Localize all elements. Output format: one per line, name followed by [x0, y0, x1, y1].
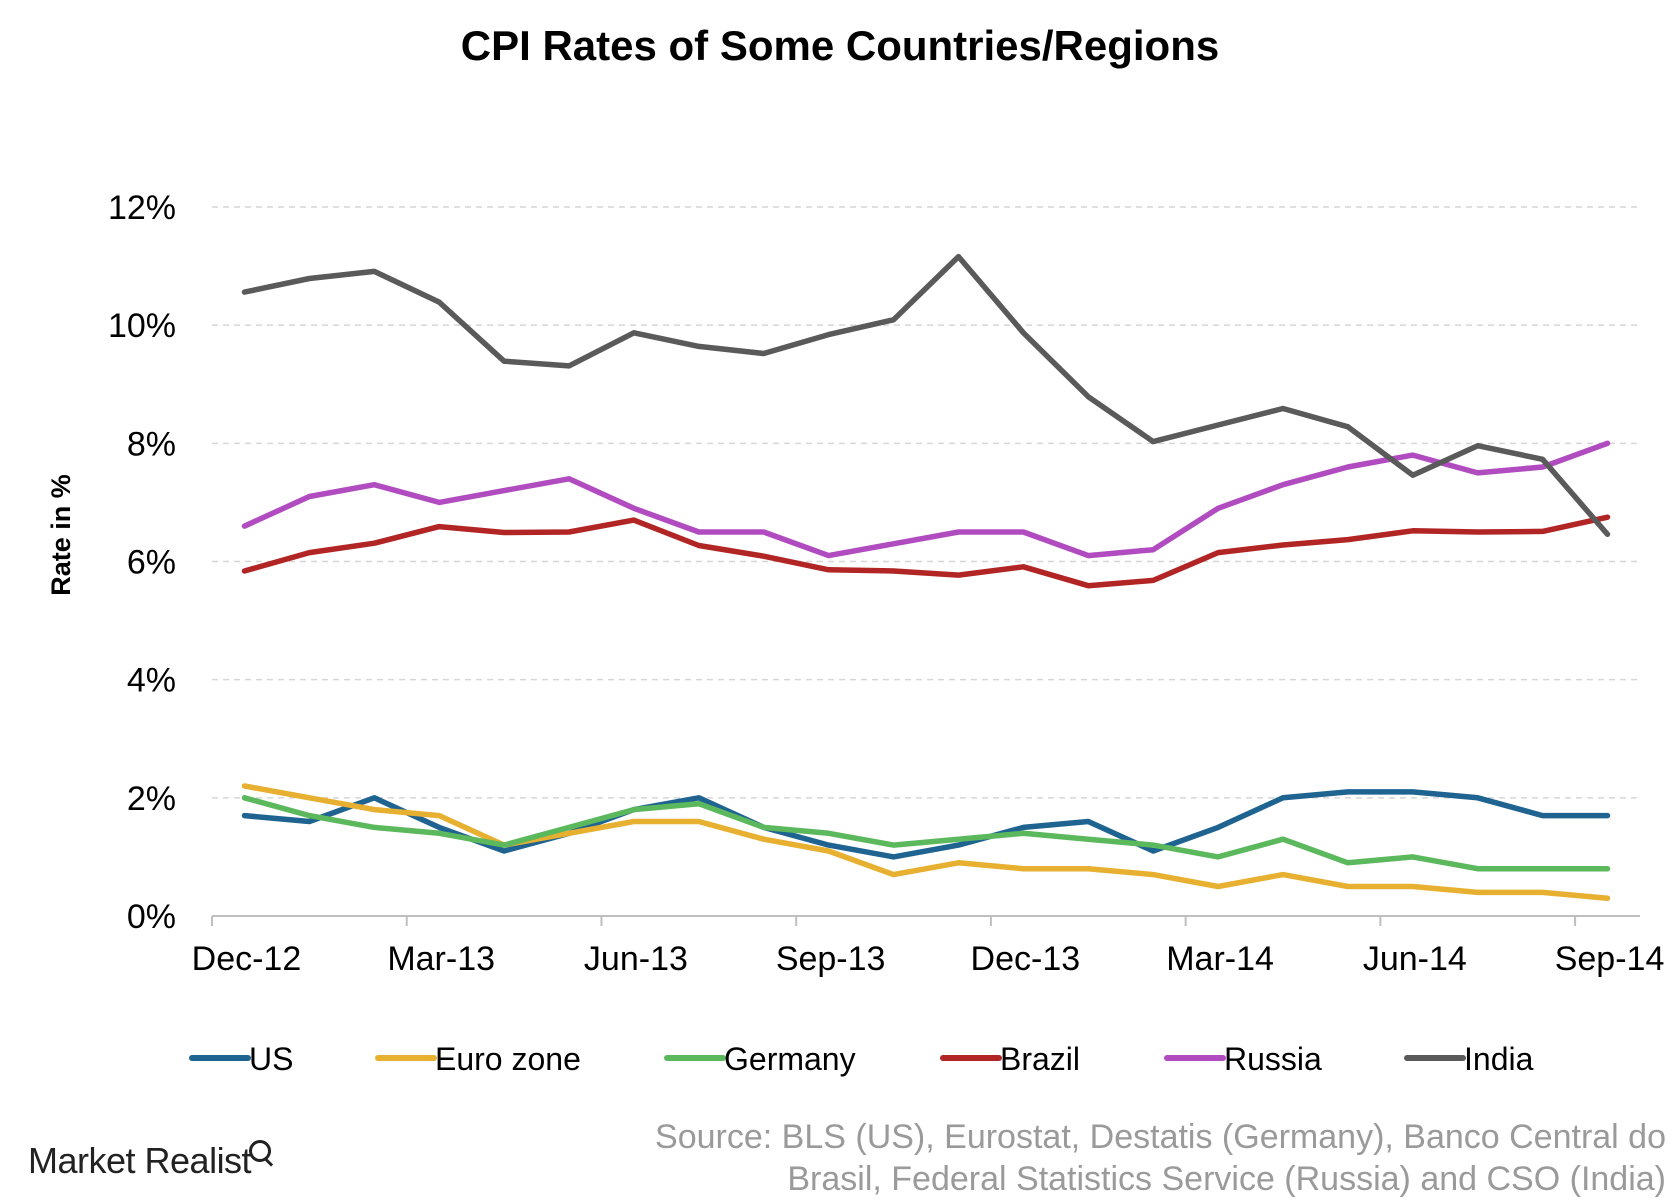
x-tick-label: Sep-13 [776, 940, 886, 978]
y-tick-label: 8% [127, 425, 176, 463]
y-tick-label: 0% [127, 898, 176, 936]
source-line-2: Brasil, Federal Statistics Service (Russ… [787, 1160, 1666, 1198]
y-tick-label: 4% [127, 662, 176, 700]
x-tick-label: Dec-13 [971, 940, 1081, 978]
magnifier-chart-icon [247, 1140, 275, 1168]
series-lines [241, 253, 1611, 902]
legend-label: Brazil [1000, 1041, 1080, 1077]
y-tick-label: 10% [108, 307, 176, 345]
axes: 0% 2% 4% 6% 8% 10% 12% Dec-12 Mar-13 Jun-13 Sep-13… [108, 189, 1664, 978]
legend-label: Euro zone [435, 1041, 581, 1077]
y-tick-label: 12% [108, 189, 176, 227]
gridlines [212, 206, 1640, 799]
x-tick-label: Jun-14 [1363, 940, 1467, 978]
x-tick-label: Mar-13 [387, 940, 495, 978]
y-tick-label: 6% [127, 544, 176, 582]
legend-label: US [249, 1041, 293, 1077]
x-tick-label: Mar-14 [1166, 940, 1274, 978]
series-line-russia [241, 440, 1611, 559]
series-line-euro-zone [241, 783, 1611, 902]
legend-label: Russia [1224, 1041, 1322, 1077]
x-tick-label: Dec-12 [192, 940, 302, 978]
brand-logo: Market Realist [28, 1140, 275, 1182]
series-line-us [241, 789, 1611, 860]
series-line-brazil [241, 514, 1611, 589]
series-line-germany [241, 795, 1611, 872]
y-tick-label: 2% [127, 780, 176, 818]
series-line-india [241, 253, 1611, 538]
y-axis-label: Rate in % [46, 474, 76, 596]
brand-name: Market Realist [28, 1140, 252, 1181]
legend-label: India [1464, 1041, 1534, 1077]
x-tick-label: Jun-13 [584, 940, 688, 978]
source-line-1: Source: BLS (US), Eurostat, Destatis (Ge… [655, 1118, 1666, 1156]
legend-label: Germany [724, 1041, 856, 1077]
legend: US Euro zone Germany Brazil Russia India [189, 1041, 1534, 1077]
x-tick-label: Sep-14 [1555, 940, 1665, 978]
chart-title: CPI Rates of Some Countries/Regions [460, 22, 1220, 69]
